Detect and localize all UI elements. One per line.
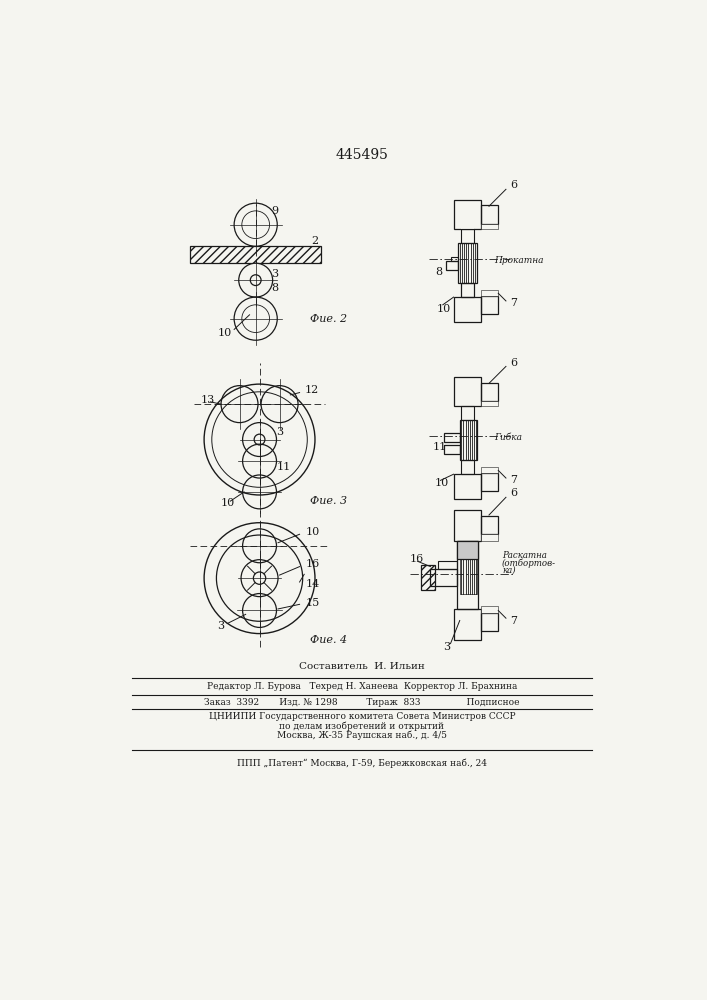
Text: ка): ка)	[502, 566, 515, 575]
Text: Заказ  3392       Изд. № 1298          Тираж  833                Подписное: Заказ 3392 Изд. № 1298 Тираж 833 Подписн…	[204, 698, 520, 707]
Bar	[481, 224, 498, 229]
Text: 6: 6	[510, 180, 517, 190]
Bar	[481, 516, 498, 534]
Bar	[454, 297, 481, 322]
Bar	[457, 541, 478, 559]
Text: ЦНИИПИ Государственного комитета Совета Министров СССР: ЦНИИПИ Государственного комитета Совета …	[209, 712, 515, 721]
Bar	[454, 474, 481, 499]
Bar	[460, 420, 477, 460]
Text: Фие. 2: Фие. 2	[310, 314, 347, 324]
Text: 10: 10	[435, 478, 450, 488]
Bar	[190, 246, 321, 263]
Bar	[481, 473, 498, 491]
Bar	[454, 609, 481, 640]
Bar	[481, 401, 498, 406]
Text: 3: 3	[271, 269, 279, 279]
Bar	[454, 510, 481, 541]
Text: 12: 12	[304, 385, 318, 395]
Text: Прокатна: Прокатна	[494, 256, 544, 265]
Bar	[461, 406, 474, 420]
Text: 14: 14	[305, 579, 320, 589]
Bar	[438, 561, 457, 569]
Text: 7: 7	[510, 298, 517, 308]
Text: 15: 15	[305, 598, 320, 608]
Text: 10: 10	[217, 328, 231, 338]
Text: 3: 3	[276, 427, 284, 437]
Bar	[454, 377, 481, 406]
Bar	[461, 460, 474, 474]
Bar	[460, 559, 477, 594]
Bar	[421, 565, 435, 590]
Bar	[481, 606, 498, 613]
Bar	[481, 290, 498, 296]
Text: 3: 3	[443, 642, 450, 652]
Bar	[481, 383, 498, 401]
Text: Москва, Ж-35 Раушская наб., д. 4/5: Москва, Ж-35 Раушская наб., д. 4/5	[277, 730, 447, 740]
Text: 3: 3	[217, 621, 224, 631]
Bar	[450, 257, 458, 261]
Text: Раскатна: Раскатна	[502, 551, 547, 560]
Bar	[461, 229, 474, 243]
Bar	[461, 223, 474, 229]
Text: ППП „Патент“ Москва, Г-59, Бережковская наб., 24: ППП „Патент“ Москва, Г-59, Бережковская …	[237, 759, 487, 768]
Text: 9: 9	[271, 206, 279, 216]
Text: 10: 10	[221, 498, 235, 508]
Text: Фие. 4: Фие. 4	[310, 635, 347, 645]
Circle shape	[239, 263, 273, 297]
Text: 10: 10	[437, 304, 451, 314]
Text: 11: 11	[276, 462, 291, 472]
Text: 6: 6	[510, 488, 517, 498]
Text: 7: 7	[510, 475, 517, 485]
Bar	[481, 296, 498, 314]
Text: 8: 8	[271, 283, 279, 293]
Bar	[481, 467, 498, 473]
Text: по делам изобретений и открытий: по делам изобретений и открытий	[279, 721, 445, 731]
Text: Гибка: Гибка	[494, 433, 522, 442]
Text: 16: 16	[409, 554, 424, 564]
Bar	[444, 445, 460, 454]
Bar	[457, 541, 478, 609]
Text: 8: 8	[435, 267, 442, 277]
Text: 16: 16	[305, 559, 320, 569]
Bar	[461, 283, 474, 297]
Text: 7: 7	[510, 615, 517, 626]
Text: (отбортов-: (отбортов-	[502, 558, 556, 568]
Text: Редактор Л. Бурова   Техред Н. Ханеева  Корректор Л. Брахнина: Редактор Л. Бурова Техред Н. Ханеева Кор…	[206, 682, 517, 691]
Bar	[481, 205, 498, 224]
Bar	[458, 243, 477, 283]
Text: Фие. 3: Фие. 3	[310, 496, 347, 506]
Bar	[481, 534, 498, 541]
Text: Составитель  И. Ильин: Составитель И. Ильин	[299, 662, 425, 671]
Bar	[461, 283, 474, 297]
Text: 13: 13	[201, 395, 215, 405]
Bar	[444, 433, 460, 442]
Text: 2: 2	[311, 236, 318, 246]
Text: 445495: 445495	[336, 148, 388, 162]
Text: 6: 6	[510, 358, 517, 368]
Bar	[446, 261, 458, 270]
Text: 10: 10	[305, 527, 320, 537]
Bar	[481, 613, 498, 631]
Bar	[454, 200, 481, 229]
Text: 11: 11	[433, 442, 447, 452]
Bar	[431, 569, 457, 586]
